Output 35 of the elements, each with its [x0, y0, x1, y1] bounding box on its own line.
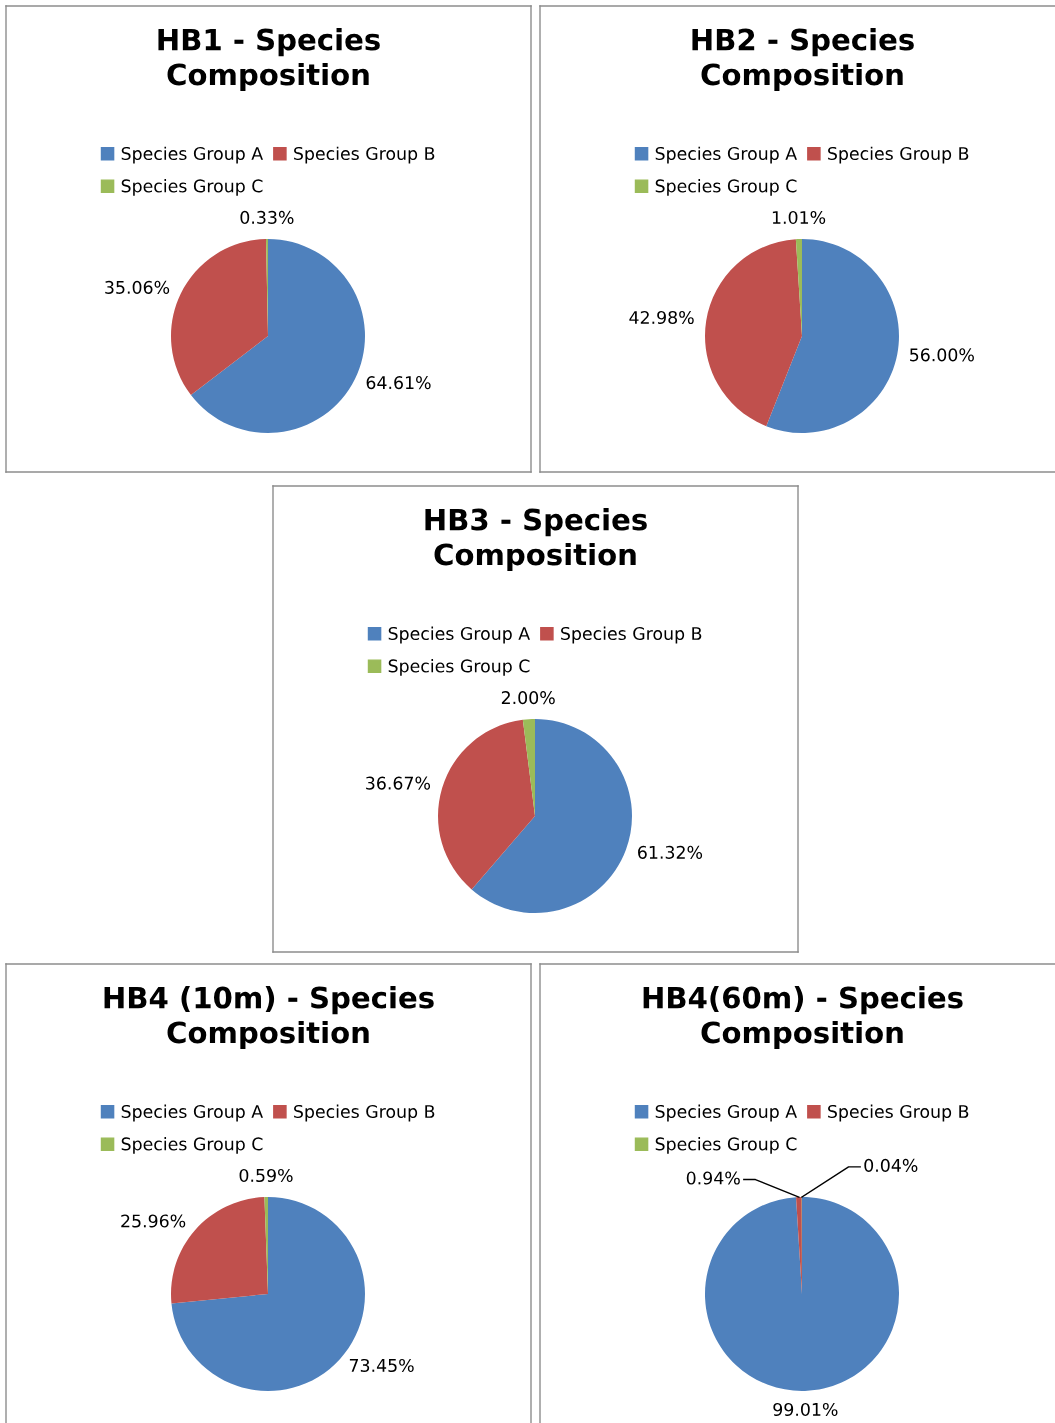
- legend-label: Species Group C: [655, 179, 797, 196]
- legend-label: Species Group A: [121, 1104, 263, 1122]
- chart-title: HB3 - Species Composition: [425, 508, 647, 572]
- data-label: 42.98%: [629, 310, 694, 325]
- data-label: 64.61%: [366, 376, 431, 390]
- legend-label: Species Group B: [828, 146, 969, 164]
- data-label: 35.06%: [105, 280, 170, 294]
- data-label: 0.04%: [864, 1158, 918, 1172]
- data-label: 0.94%: [686, 1171, 740, 1185]
- data-label: 56.00%: [910, 348, 974, 362]
- data-label: 61.32%: [638, 845, 703, 859]
- data-label: 25.96%: [121, 1214, 186, 1228]
- legend-label: Species Group B: [561, 626, 702, 644]
- legend-label: Species Group C: [121, 179, 263, 196]
- data-label: 2.00%: [501, 691, 555, 705]
- legend-label: Species Group C: [121, 1137, 263, 1154]
- chart-title: HB2 - Species Composition: [692, 28, 914, 92]
- legend-label: Species Group B: [294, 146, 435, 164]
- chart-title: HB4(60m) - Species Composition: [643, 986, 963, 1050]
- data-label: 1.01%: [772, 210, 826, 225]
- data-label: 73.45%: [349, 1358, 414, 1373]
- legend-label: Species Group A: [388, 626, 530, 644]
- legend-label: Species Group A: [121, 146, 263, 164]
- legend-label: Species Group C: [655, 1137, 797, 1154]
- legend-label: Species Group B: [828, 1104, 969, 1122]
- data-label: 36.67%: [366, 776, 431, 790]
- data-label: 0.59%: [239, 1168, 293, 1183]
- chart-title: HB1 - Species Composition: [158, 28, 380, 92]
- legend-label: Species Group A: [655, 1104, 797, 1122]
- legend-label: Species Group C: [388, 659, 530, 676]
- legend-label: Species Group B: [294, 1104, 435, 1122]
- data-label: 0.33%: [240, 210, 294, 224]
- data-label: 99.01%: [773, 1402, 838, 1417]
- chart-title: HB4 (10m) - Species Composition: [104, 986, 434, 1050]
- legend-label: Species Group A: [655, 146, 797, 164]
